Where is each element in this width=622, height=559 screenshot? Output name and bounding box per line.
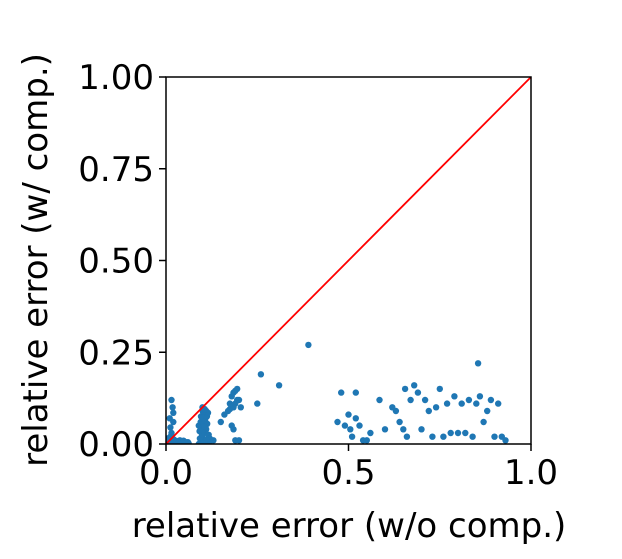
data-point <box>169 404 176 411</box>
data-point <box>367 429 374 437</box>
data-point <box>170 409 177 416</box>
data-point <box>185 440 192 444</box>
data-point <box>469 433 476 440</box>
data-point <box>363 437 370 444</box>
data-point <box>254 400 261 407</box>
data-point <box>356 422 363 429</box>
y-tick-label: 0.00 <box>78 425 154 465</box>
data-point <box>502 437 509 444</box>
x-tick-label: 1.0 <box>504 453 558 493</box>
data-point <box>352 389 359 396</box>
data-point <box>465 396 473 404</box>
data-point <box>226 400 234 407</box>
data-point <box>235 437 243 444</box>
data-point <box>440 433 447 440</box>
data-point <box>407 396 414 404</box>
data-point <box>425 407 432 415</box>
data-point <box>462 429 469 437</box>
data-point <box>418 426 425 433</box>
data-point <box>443 400 451 407</box>
data-point <box>480 418 487 426</box>
data-point <box>167 424 174 431</box>
data-point <box>411 382 418 389</box>
data-point <box>234 396 241 404</box>
data-point <box>230 426 237 433</box>
data-point <box>341 422 349 429</box>
scatter-points <box>166 341 509 444</box>
data-point <box>198 431 206 438</box>
data-point <box>401 385 409 393</box>
data-point <box>392 407 400 415</box>
data-point <box>348 433 356 440</box>
y-tick-label: 0.25 <box>78 333 154 373</box>
data-point <box>421 396 429 404</box>
data-point <box>476 393 484 400</box>
data-point <box>352 415 359 422</box>
data-point <box>474 360 482 367</box>
y-tick-label: 0.75 <box>78 150 154 190</box>
axes-layer: 0.0 0.5 1.0 0.00 0.25 0.50 0.75 1.00 <box>78 58 558 493</box>
data-point <box>414 389 422 396</box>
data-point <box>168 396 175 404</box>
plot-layer <box>165 76 532 445</box>
x-tick-label: 0.0 <box>139 453 193 493</box>
x-axis-label: relative error (w/o comp.) <box>132 506 567 546</box>
data-point <box>429 433 436 440</box>
data-point <box>234 385 241 393</box>
data-point <box>484 407 491 415</box>
data-point <box>334 418 341 426</box>
data-point <box>168 429 175 437</box>
data-point <box>458 400 465 407</box>
data-point <box>201 423 208 430</box>
data-point <box>403 433 411 440</box>
data-point <box>275 382 283 389</box>
y-tick-label: 0.50 <box>78 242 154 282</box>
reference-line <box>165 76 532 445</box>
data-point <box>396 418 403 426</box>
data-point <box>432 404 440 411</box>
data-point <box>203 436 210 443</box>
data-point <box>451 393 458 400</box>
data-point <box>338 389 345 396</box>
data-point <box>197 413 205 420</box>
data-point <box>436 385 443 393</box>
data-point <box>487 396 495 404</box>
data-point <box>305 341 312 349</box>
data-point <box>257 371 265 378</box>
data-point <box>400 426 407 433</box>
data-point <box>447 429 454 437</box>
x-tick-label: 0.5 <box>321 453 375 493</box>
data-point <box>345 411 352 418</box>
data-point <box>495 400 502 407</box>
data-point <box>376 396 383 404</box>
data-point <box>170 418 177 426</box>
data-point <box>217 418 224 426</box>
data-point <box>381 426 389 433</box>
data-point <box>491 433 498 440</box>
y-axis-label: relative error (w/ comp.) <box>16 53 56 467</box>
data-point <box>237 404 244 411</box>
data-point <box>454 429 462 437</box>
data-point <box>473 400 480 407</box>
y-tick-label: 1.00 <box>78 58 154 98</box>
data-point <box>210 437 217 444</box>
data-point <box>347 426 354 433</box>
